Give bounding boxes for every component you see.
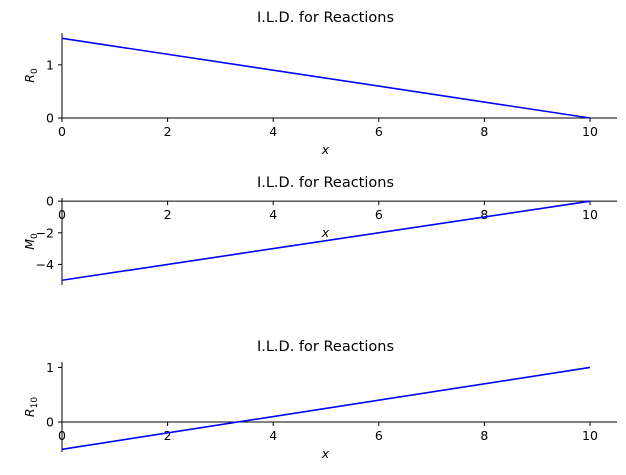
x-axis-label: x — [321, 225, 330, 240]
y-tick-label: 0 — [46, 111, 54, 126]
y-tick-label: 0 — [46, 415, 54, 430]
x-tick-label: 2 — [164, 207, 172, 222]
y-axis-label-symbol: M — [22, 239, 37, 250]
x-tick-label: 0 — [58, 428, 66, 443]
y-tick-label: −2 — [36, 225, 54, 240]
x-tick-label: 8 — [480, 124, 488, 139]
chart-title: I.L.D. for Reactions — [257, 10, 394, 26]
x-tick-label: 6 — [375, 124, 383, 139]
x-tick-label: 4 — [269, 124, 277, 139]
y-axis-label-subscript: 0 — [30, 68, 40, 74]
x-tick-label: 10 — [582, 207, 598, 222]
x-tick-label: 10 — [582, 124, 598, 139]
y-axis-label: M0 — [22, 233, 40, 250]
x-tick-label: 6 — [375, 428, 383, 443]
y-tick-label: −4 — [36, 257, 54, 272]
y-tick-label: 1 — [46, 360, 54, 375]
ild-line — [61, 366, 591, 451]
y-axis-label-subscript: 10 — [30, 397, 40, 409]
chart-title: I.L.D. for Reactions — [257, 175, 394, 191]
x-tick-label: 4 — [269, 207, 277, 222]
x-tick-label: 0 — [58, 124, 66, 139]
x-tick-label: 8 — [480, 428, 488, 443]
x-tick-label: 2 — [164, 124, 172, 139]
x-axis-label: x — [321, 446, 330, 461]
y-axis-label-symbol: R — [22, 408, 37, 417]
x-tick-label: 6 — [375, 207, 383, 222]
x-tick-label: 4 — [269, 428, 277, 443]
x-axis-label: x — [321, 142, 330, 157]
chart-title: I.L.D. for Reactions — [257, 339, 394, 355]
x-tick-label: 0 — [58, 207, 66, 222]
y-axis-label: R10 — [22, 397, 40, 417]
y-tick-label: 0 — [46, 194, 54, 209]
ild-line — [61, 37, 591, 119]
y-axis-label-symbol: R — [22, 74, 37, 83]
y-tick-label: 1 — [46, 57, 54, 72]
x-tick-label: 8 — [480, 207, 488, 222]
ild-line — [61, 200, 591, 282]
x-tick-label: 10 — [582, 428, 598, 443]
x-tick-label: 2 — [164, 428, 172, 443]
y-axis-label: R0 — [22, 68, 40, 83]
y-axis-label-subscript: 0 — [30, 233, 40, 239]
